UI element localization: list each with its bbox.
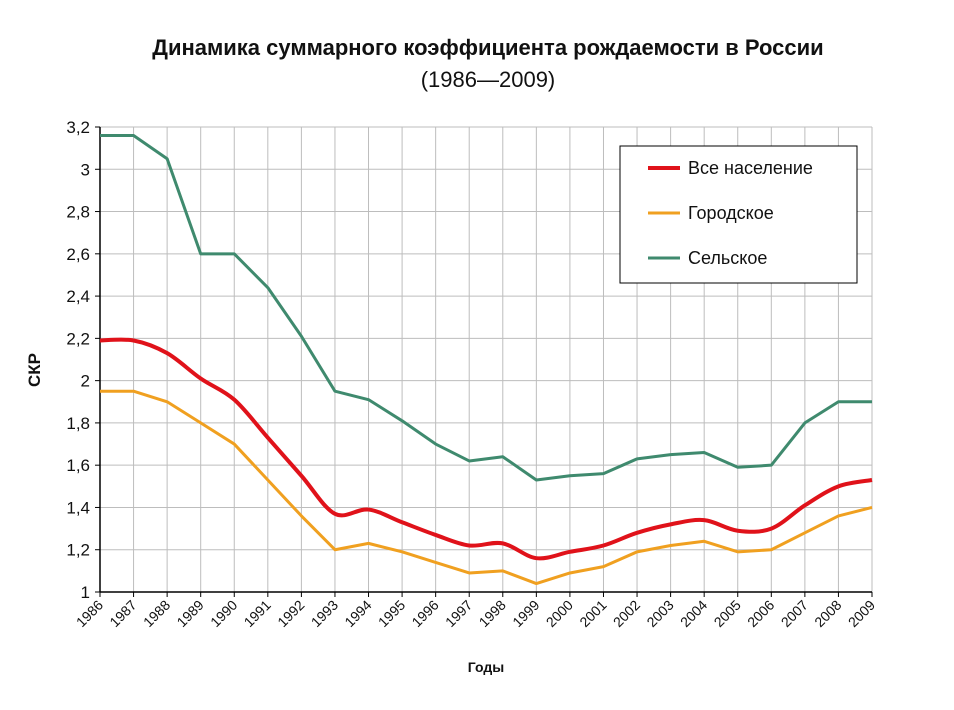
legend-label: Все население <box>688 158 813 178</box>
x-tick-label: 1994 <box>341 597 374 630</box>
series-line-1 <box>100 389 873 586</box>
x-tick-label: 1987 <box>106 597 139 630</box>
y-tick-label: 2,4 <box>66 287 90 306</box>
x-tick-label: 2005 <box>711 597 744 630</box>
y-tick-label: 3,2 <box>66 118 90 137</box>
y-tick-label: 1 <box>81 583 90 602</box>
x-tick-label: 2000 <box>543 597 576 630</box>
x-tick-label: 1993 <box>308 597 341 630</box>
y-tick-label: 3 <box>81 160 90 179</box>
chart-title: Динамика суммарного коэффициента рождаем… <box>152 35 823 60</box>
x-tick-label: 2002 <box>610 597 643 630</box>
y-tick-label: 2 <box>81 372 90 391</box>
legend-label: Сельское <box>688 248 767 268</box>
x-tick-label: 1998 <box>476 597 509 630</box>
series-line-2 <box>100 133 872 482</box>
x-tick-label: 1999 <box>509 597 542 630</box>
x-tick-label: 1995 <box>375 597 408 630</box>
y-tick-label: 2,2 <box>66 329 90 348</box>
y-tick-label: 1,8 <box>66 414 90 433</box>
x-tick-label: 1991 <box>241 597 274 630</box>
x-tick-label: 2003 <box>643 597 676 630</box>
legend-label: Городское <box>688 203 774 223</box>
x-tick-label: 2009 <box>845 597 878 630</box>
chart-subtitle: (1986—2009) <box>421 67 556 92</box>
y-tick-label: 2,6 <box>66 245 90 264</box>
y-tick-label: 2,8 <box>66 203 90 222</box>
x-tick-label: 1992 <box>274 597 307 630</box>
x-tick-label: 1997 <box>442 597 475 630</box>
series-line-0 <box>99 337 873 561</box>
y-axis-label: СКР <box>25 353 44 387</box>
x-tick-label: 1989 <box>173 597 206 630</box>
y-tick-label: 1,4 <box>66 498 90 517</box>
x-tick-label: 1986 <box>73 597 106 630</box>
x-tick-label: 1988 <box>140 597 173 630</box>
x-tick-label: 2008 <box>811 597 844 630</box>
x-tick-label: 2004 <box>677 597 710 630</box>
x-tick-label: 1996 <box>408 597 441 630</box>
y-tick-label: 1,6 <box>66 456 90 475</box>
x-tick-label: 2001 <box>576 597 609 630</box>
x-tick-label: 2006 <box>744 597 777 630</box>
x-tick-label: 1990 <box>207 597 240 630</box>
y-tick-label: 1,2 <box>66 541 90 560</box>
x-axis-label: Годы <box>468 659 504 675</box>
x-tick-label: 2007 <box>778 597 811 630</box>
